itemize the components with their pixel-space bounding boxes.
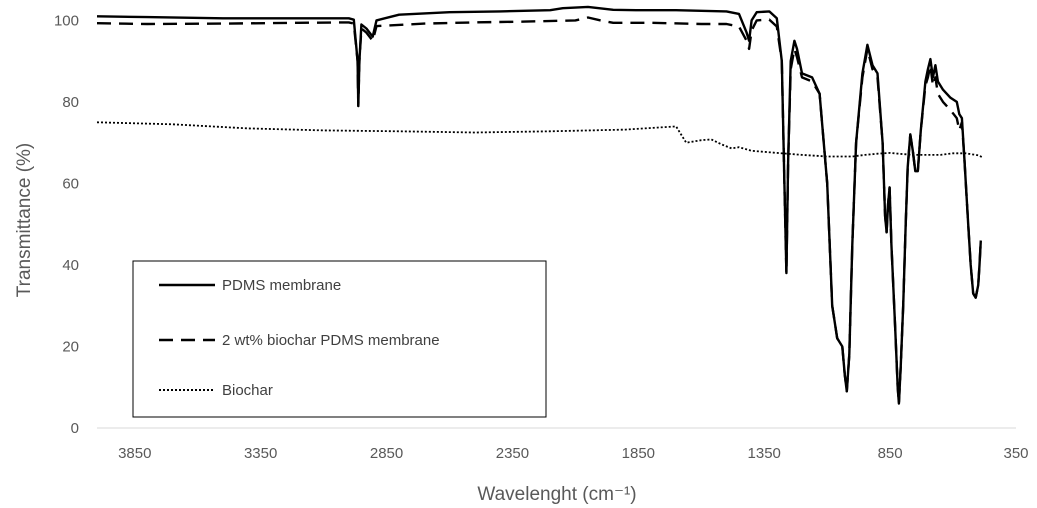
x-tick-label: 3350 — [244, 445, 277, 462]
x-tick-label: 350 — [1003, 445, 1028, 462]
series-line-1 — [96, 5, 982, 405]
y-tick-label: 60 — [62, 175, 79, 192]
x-axis-title: Wavelenght (cm⁻¹) — [477, 484, 636, 505]
legend-label-pdms: PDMS membrane — [222, 277, 341, 294]
x-tick-labels: 3850 3350 2850 2350 1850 1350 850 350 — [118, 445, 1028, 462]
x-tick-label: 2350 — [496, 445, 529, 462]
x-tick-label: 1350 — [748, 445, 781, 462]
y-tick-label: 0 — [71, 420, 79, 437]
y-tick-label: 100 — [54, 12, 79, 29]
x-tick-label: 1850 — [622, 445, 655, 462]
series-lines — [96, 5, 984, 405]
x-tick-label: 3850 — [118, 445, 151, 462]
legend: PDMS membrane 2 wt% biochar PDMS membran… — [132, 260, 547, 418]
y-tick-label: 40 — [62, 257, 79, 274]
legend-label-biochar: Biochar — [222, 382, 273, 399]
y-tick-label: 20 — [62, 338, 79, 355]
x-tick-label: 850 — [878, 445, 903, 462]
legend-label-biochar-pdms: 2 wt% biochar PDMS membrane — [222, 332, 440, 349]
y-axis-title: Transmittance (%) — [14, 143, 35, 298]
y-tick-labels: 0 20 40 60 80 100 — [54, 12, 79, 437]
y-tick-label: 80 — [62, 94, 79, 111]
series-line-3 — [96, 121, 984, 159]
x-tick-label: 2850 — [370, 445, 403, 462]
legend-box — [132, 260, 547, 418]
